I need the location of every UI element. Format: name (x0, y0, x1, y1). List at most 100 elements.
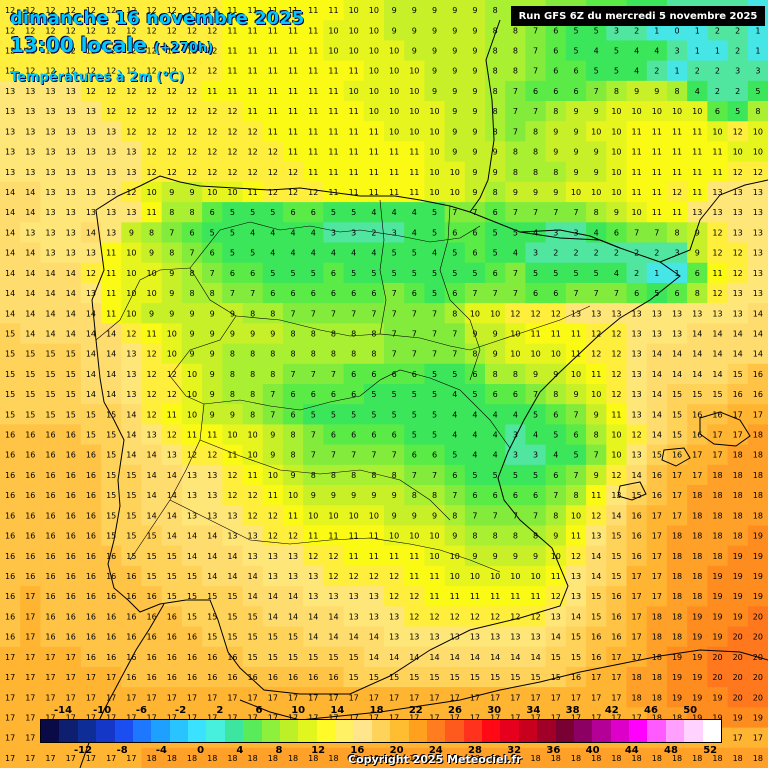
temperature-value: 8 (189, 289, 194, 298)
temperature-cell (101, 60, 122, 82)
temperature-value: 6 (371, 289, 376, 298)
temperature-value: 13 (126, 350, 136, 359)
temperature-cell (444, 181, 466, 203)
temperature-cell (202, 505, 223, 527)
temperature-value: 10 (349, 47, 359, 56)
temperature-cell (666, 505, 688, 527)
temperature-cell (485, 121, 506, 143)
temperature-value: 16 (106, 633, 116, 642)
temperature-value: 5 (634, 6, 639, 15)
temperature-cell (626, 303, 648, 324)
temperature-value: 14 (672, 350, 682, 359)
temperature-cell (242, 444, 264, 466)
temperature-value: 17 (611, 734, 621, 743)
temperature-cell (444, 161, 466, 183)
temperature-cell (626, 485, 648, 506)
temperature-value: 18 (753, 471, 763, 480)
temperature-value: 17 (268, 693, 278, 702)
temperature-value: 17 (25, 592, 35, 601)
temperature-value: 13 (167, 451, 177, 460)
temperature-cell (565, 424, 587, 446)
temperature-cell (80, 101, 102, 122)
temperature-value: 10 (530, 350, 540, 359)
temperature-cell (646, 323, 668, 345)
temperature-value: 14 (450, 653, 460, 662)
temperature-cell (40, 303, 62, 324)
temperature-cell (586, 222, 607, 244)
temperature-cell (545, 181, 567, 203)
temperature-value: 10 (389, 47, 399, 56)
temperature-value: 6 (614, 228, 619, 237)
temperature-value: 14 (227, 572, 237, 581)
temperature-cell (586, 525, 607, 547)
temperature-cell (222, 202, 244, 223)
temperature-value: 14 (25, 269, 35, 278)
temperature-cell (303, 444, 324, 466)
temperature-value: 18 (692, 552, 702, 561)
temperature-cell (222, 404, 244, 426)
temperature-value: 6 (452, 289, 457, 298)
temperature-value: 12 (146, 67, 156, 76)
temperature-value: 15 (733, 370, 743, 379)
temperature-cell (343, 141, 365, 163)
temperature-cell (424, 404, 446, 426)
temperature-value: 9 (452, 107, 457, 116)
temperature-cell (707, 343, 729, 365)
temperature-value: 16 (5, 451, 15, 460)
temperature-cell (20, 141, 42, 163)
temperature-value: 8 (189, 208, 194, 217)
temperature-cell (101, 181, 122, 203)
temperature-cell (0, 464, 21, 486)
temperature-value: 14 (25, 188, 35, 197)
temperature-cell (363, 303, 385, 324)
temperature-value: 10 (611, 188, 621, 197)
temperature-cell (565, 485, 587, 506)
temperature-cell (161, 363, 183, 385)
temperature-cell (202, 343, 223, 365)
temperature-value: 12 (470, 612, 480, 621)
temperature-cell (505, 161, 527, 183)
temperature-cell (525, 262, 547, 284)
temperature-cell (141, 343, 163, 365)
temperature-value: 4 (634, 67, 639, 76)
temperature-value: 12 (126, 87, 136, 96)
temperature-value: 12 (591, 511, 601, 520)
temperature-cell (444, 60, 466, 82)
temperature-value: 9 (594, 107, 599, 116)
temperature-value: 13 (672, 309, 682, 318)
temperature-value: 10 (429, 168, 439, 177)
temperature-value: 15 (25, 370, 35, 379)
temperature-value: 16 (126, 653, 136, 662)
temperature-cell (727, 384, 749, 405)
temperature-value: 14 (187, 532, 197, 541)
temperature-value: 18 (692, 754, 702, 763)
temperature-value: 12 (167, 431, 177, 440)
temperature-value: 13 (733, 228, 743, 237)
temperature-value: 12 (733, 168, 743, 177)
temperature-value: 6 (493, 390, 498, 399)
temperature-cell (181, 161, 203, 183)
temperature-value: 11 (672, 127, 682, 136)
temperature-cell (262, 444, 284, 466)
temperature-value: 12 (187, 148, 197, 157)
temperature-value: 12 (490, 612, 500, 621)
temperature-cell (707, 404, 729, 426)
temperature-cell (161, 323, 183, 345)
temperature-value: 16 (86, 532, 96, 541)
temperature-cell (121, 485, 143, 506)
temperature-cell (545, 323, 567, 345)
temperature-value: 6 (311, 208, 316, 217)
temperature-value: 17 (753, 410, 763, 419)
temperature-cell (666, 545, 688, 567)
temperature-cell (0, 202, 21, 223)
temperature-cell (363, 282, 385, 304)
temperature-cell (545, 282, 567, 304)
temperature-value: 12 (207, 6, 217, 15)
temperature-value: 13 (5, 127, 15, 136)
temperature-value: 16 (25, 532, 35, 541)
temperature-value: 16 (753, 390, 763, 399)
temperature-value: 18 (450, 754, 460, 763)
temperature-value: 13 (712, 309, 722, 318)
temperature-value: 17 (349, 693, 359, 702)
